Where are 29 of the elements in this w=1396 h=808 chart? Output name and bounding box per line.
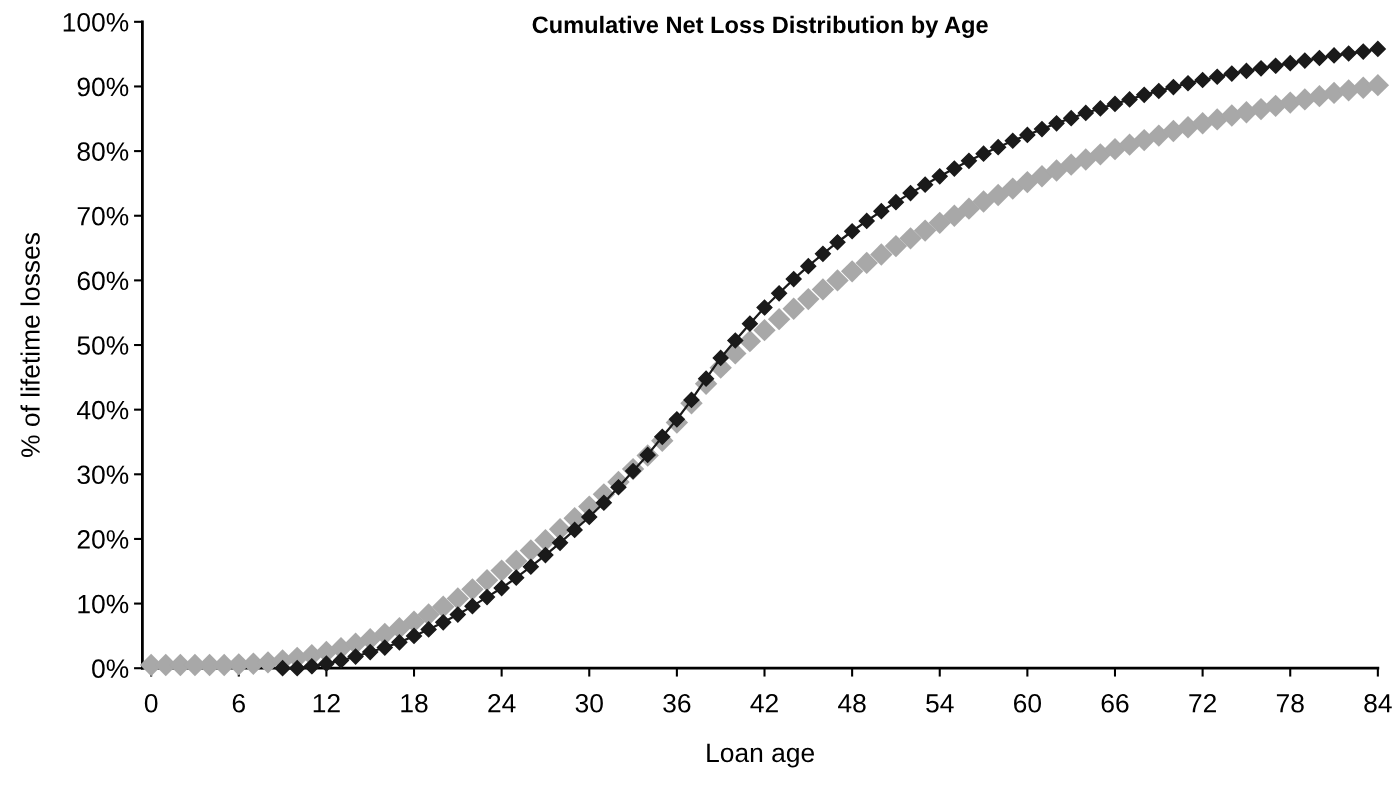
y-tick-label: 10% (78, 594, 129, 614)
x-tick-label: 6 (232, 693, 245, 713)
x-tick-label: 24 (488, 693, 516, 713)
x-tick-label: 84 (1364, 693, 1392, 713)
y-tick-label: 100% (63, 12, 129, 32)
y-tick-label: 90% (77, 77, 129, 97)
chart-title: Cumulative Net Loss Distribution by Age (532, 15, 988, 38)
y-tick-label: 80% (77, 142, 129, 161)
y-axis-title: % of lifetime losses (20, 233, 40, 457)
x-tick-label: 78 (1276, 693, 1304, 713)
x-tick-label: 42 (750, 693, 778, 713)
x-tick-label: 18 (401, 693, 428, 713)
y-tick-label: 30% (77, 465, 129, 485)
y-tick-label: 50% (77, 336, 129, 355)
y-tick-label: 40% (76, 400, 129, 420)
x-axis-title: Loan age (707, 743, 814, 768)
y-tick-label: 70% (77, 206, 129, 226)
x-tick-label: 66 (1101, 693, 1129, 713)
x-tick-label: 54 (926, 694, 954, 713)
x-tick-label: 12 (313, 693, 340, 713)
x-tick-label: 72 (1189, 693, 1216, 713)
x-tick-label: 48 (838, 693, 866, 713)
x-tick-label: 30 (575, 693, 603, 713)
y-tick-label: 60% (77, 271, 129, 291)
y-tick-label: 0% (92, 659, 129, 679)
x-tick-label: 0 (144, 693, 158, 713)
x-tick-label: 36 (663, 693, 691, 713)
x-tick-label: 60 (1014, 693, 1042, 713)
y-tick-label: 20% (77, 530, 129, 549)
